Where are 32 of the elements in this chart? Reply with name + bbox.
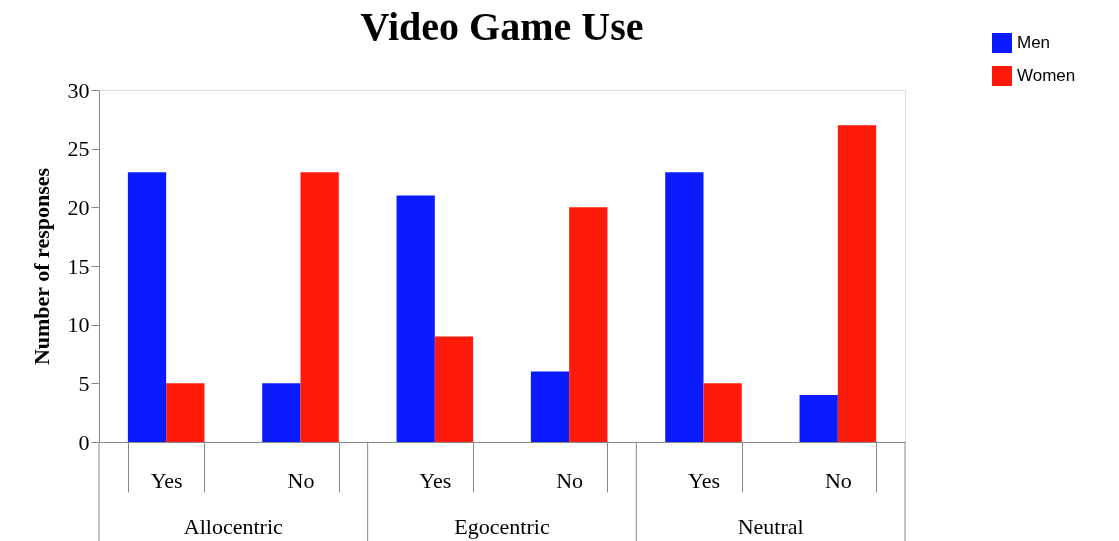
x-tick-label: No (287, 467, 315, 493)
bar (837, 125, 877, 442)
bar (166, 383, 205, 442)
bar (799, 395, 838, 442)
y-axis-title: Number of responses (28, 167, 54, 366)
bar (396, 195, 435, 442)
y-tick-label: 15 (67, 253, 90, 279)
chart-title: Video Game Use (360, 4, 644, 49)
bar (300, 172, 339, 442)
y-tick-label: 0 (78, 429, 90, 455)
bar (530, 371, 570, 442)
text: Allocentric (183, 514, 284, 539)
text: Neutral (737, 514, 804, 539)
y-tick-label: 30 (67, 77, 90, 103)
bar (434, 336, 474, 442)
x-tick-label: No (556, 467, 584, 493)
x-tick-label: Yes (687, 467, 721, 493)
bar (665, 172, 704, 442)
y-tick-label: 20 (67, 194, 90, 220)
y-tick-label: 5 (78, 370, 90, 396)
bar (703, 383, 742, 442)
bar (127, 172, 167, 442)
y-tick-label: 25 (67, 136, 90, 162)
x-tick-label: Yes (419, 467, 452, 493)
x-tick-label: No (824, 467, 852, 493)
y-tick-label: 10 (67, 312, 90, 338)
legend-label: Men (1017, 33, 1051, 52)
text: Egocentric (454, 514, 550, 539)
x-tick-label: Yes (150, 467, 183, 493)
legend-label: Women (1017, 66, 1076, 85)
bar (569, 207, 608, 442)
bar (262, 383, 301, 442)
